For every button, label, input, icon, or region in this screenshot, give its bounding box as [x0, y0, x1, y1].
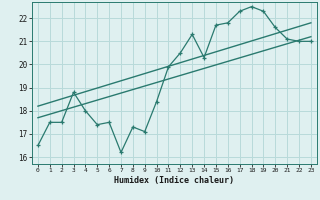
X-axis label: Humidex (Indice chaleur): Humidex (Indice chaleur) [115, 176, 234, 185]
